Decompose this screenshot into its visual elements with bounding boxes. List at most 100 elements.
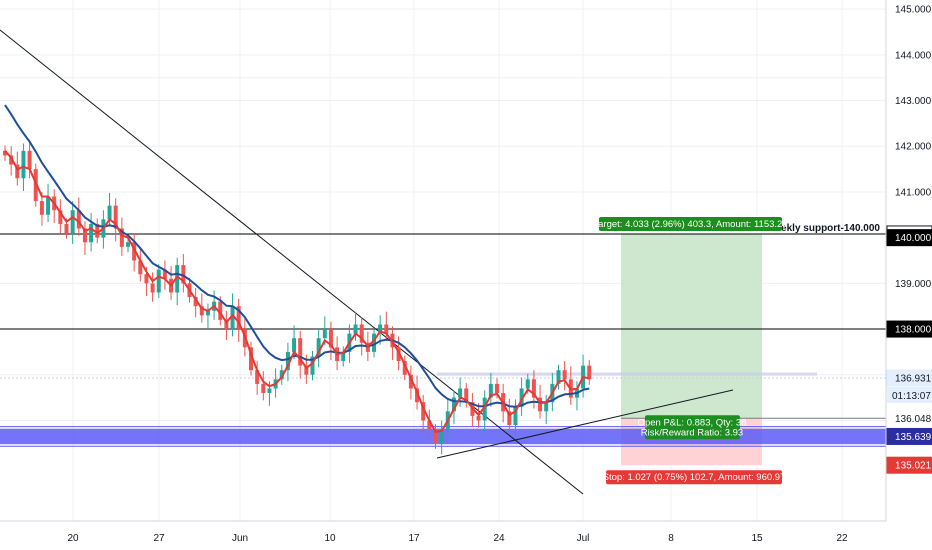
candle-body (421, 402, 426, 421)
x-tick-label: 15 (751, 533, 763, 544)
y-tick-label: 143.000 (895, 96, 932, 107)
countdown-tag (887, 386, 932, 403)
candle-body (482, 397, 487, 421)
candle-body (76, 210, 81, 229)
candle-body (415, 388, 420, 403)
candle-body (372, 333, 376, 352)
fast-moving-average (4, 150, 590, 433)
candle-body (9, 155, 14, 165)
x-tick-label: 10 (324, 533, 336, 544)
x-tick-label: 20 (67, 533, 79, 544)
candle-body (544, 402, 549, 412)
y-tick-label: 145.000 (895, 5, 932, 16)
candle-body (279, 370, 284, 380)
candle-body (285, 351, 290, 371)
candle-body (132, 242, 137, 261)
candle-body (402, 361, 407, 375)
candle-body (538, 397, 543, 412)
stop-label: Stop: 1.027 (0.75%) 102.7, Amount: 960.9… (603, 472, 786, 483)
candle-body (439, 429, 444, 444)
candle-body (267, 388, 272, 394)
candle-body (464, 388, 469, 403)
candle-body (261, 383, 266, 394)
candle-body (218, 301, 223, 320)
target-zone (621, 233, 762, 419)
open-pl-label: Open P&L: 0.883, Qty: 38 (638, 417, 747, 428)
candle-body (144, 274, 149, 284)
candle-body (249, 347, 253, 371)
candle-body (507, 411, 512, 426)
candle-body (562, 370, 567, 380)
candle-body (556, 370, 561, 384)
candle-body (451, 397, 456, 412)
candle-body (458, 388, 463, 398)
candle-body (513, 406, 518, 426)
candle-body (292, 338, 297, 352)
support-zone-tag (886, 427, 932, 445)
candle-body (316, 338, 321, 357)
target-label-box (599, 216, 782, 231)
candle-body (322, 329, 327, 339)
level-138000-tag (886, 320, 932, 338)
candle-body (495, 383, 499, 394)
candle-body (3, 150, 7, 156)
x-tick-label: 8 (668, 533, 674, 544)
candle-body (224, 319, 229, 330)
candle-body (353, 324, 358, 334)
candle-body (230, 306, 235, 330)
candle-body (119, 228, 124, 247)
candle-body (58, 210, 63, 224)
candle-body (89, 223, 94, 243)
weekly-support-label: Weekly support-140.000 (766, 223, 880, 234)
current-price-tag-label: 136.931 (895, 373, 932, 384)
candle-body (193, 297, 198, 307)
level-138000-tag-label: 138.000 (895, 325, 932, 336)
candle-body (162, 269, 167, 279)
resistance-zone (437, 372, 817, 376)
candle-body (488, 383, 493, 398)
candle-body (304, 365, 309, 375)
candle-body (181, 265, 186, 284)
current-price-tag (886, 369, 932, 387)
stop-label-box (606, 470, 782, 485)
candle-body (107, 205, 112, 220)
open-pl-box (645, 415, 740, 440)
x-tick-label: 22 (836, 533, 848, 544)
candle-body (310, 356, 315, 375)
candle-body (236, 306, 241, 330)
candle-body (39, 201, 44, 215)
y-tick-label: 142.000 (895, 142, 932, 153)
candle-body (64, 223, 69, 234)
candle-body (113, 205, 118, 229)
candle-body (46, 196, 51, 215)
y-tick-label: 139.000 (895, 279, 932, 290)
entry-price-tag (886, 409, 932, 427)
candle-body (82, 228, 87, 243)
level-140000-tag (886, 229, 932, 247)
x-tick-label: 17 (408, 533, 420, 544)
x-tick-label: 27 (153, 533, 165, 544)
candle-body (199, 306, 204, 316)
entry-price-tag-label: 136.048 (895, 414, 932, 425)
candle-body (15, 164, 20, 179)
candle-body (328, 329, 333, 348)
candle-body (359, 324, 364, 343)
support-zone-tag-label: 135.639 (895, 432, 932, 443)
target-label: Target: 4.033 (2.96%) 403.3, Amount: 115… (593, 219, 787, 230)
candle-body (341, 351, 346, 362)
stop-price-tag-label: 135.021 (895, 461, 932, 472)
x-tick-label: 24 (493, 533, 505, 544)
candle-body (525, 379, 530, 389)
candle-body (519, 388, 524, 407)
candle-body (531, 379, 536, 398)
candle-body (138, 260, 143, 275)
candle-body (95, 223, 100, 238)
countdown-label: 01:13:07 (892, 391, 931, 402)
candle-body (255, 370, 260, 384)
y-tick-label: 144.000 (895, 50, 932, 61)
candle-body (298, 338, 303, 366)
candle-body (27, 150, 32, 170)
candle-body (433, 429, 438, 444)
